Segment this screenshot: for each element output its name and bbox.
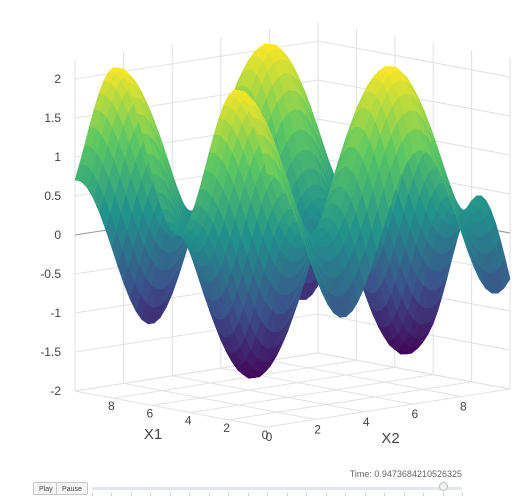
surface-cell [261,153,274,176]
time-readout: Time: 0.9473684210526325 [349,469,462,479]
slider-frame-tick [228,493,230,496]
x2-tick-label: 8 [460,400,467,414]
x1-floor-gridline [228,381,472,421]
x2-tick-label: 4 [363,415,370,429]
slider-frame-tick [345,493,347,496]
time-slider[interactable] [92,482,462,491]
slider-frame-tick [130,493,132,496]
slider-frame-tick [267,493,269,496]
x2-floor-gridline [123,382,316,420]
x2-floor-gridline [269,360,462,398]
z-tick-label: 0 [54,228,61,242]
slider-frame-ticks [92,493,463,498]
x2-floor-gridline [74,390,268,428]
slider-frame-tick [286,493,288,496]
x1-axis-title: X1 [144,426,162,443]
surface-plot[interactable]: -2 -1.5 -1 -0.5 0 0.5 1 1.5 2 0 2 4 6 8 0 2 4 6 8 X1 X2 [0,0,514,470]
slider-frame-tick [208,493,210,496]
x2-tick-label: 0 [266,430,273,444]
x1-floor-gridline [151,366,395,406]
animation-controls: Time: 0.9473684210526325 Play Pause [0,462,514,500]
slider-frame-tick [325,493,327,496]
x2-floor-gridline [172,375,365,413]
slider-frame-tick [442,493,444,496]
x1-floor-gridline [266,388,511,428]
x1-floor-gridline [74,352,319,392]
z-tick-label: -1 [50,306,61,320]
slider-frame-tick [247,493,249,496]
slider-frame-tick [306,493,308,496]
x2-tick-label: 2 [314,422,321,436]
z-tick-label: -2 [50,384,61,398]
z-tick-label: 1.5 [44,111,61,125]
x1-tick-label: 4 [185,414,192,428]
slider-frame-tick [92,493,93,496]
x1-floor-gridline [190,374,434,414]
slider-frame-tick [150,493,152,496]
slider-frame-tick [189,493,191,496]
x2-axis-title: X2 [381,430,399,447]
slider-frame-tick [111,493,113,496]
x2-floor-gridline [317,352,511,390]
tick-labels: -2 -1.5 -1 -0.5 0 0.5 1 1.5 2 0 2 4 6 8 0 2 4 6 8 [40,72,467,444]
x1-tick-label: 8 [108,399,115,413]
z-tick-label: -0.5 [40,267,61,281]
slider-handle[interactable] [438,482,448,491]
z-tick-label: 2 [54,72,61,86]
pause-button[interactable]: Pause [56,482,88,495]
x1-tick-label: 0 [262,428,269,442]
x1-floor-gridline [113,359,357,399]
slider-frame-tick [169,493,171,496]
z-tick-label: -1.5 [40,345,61,359]
play-button[interactable]: Play [33,482,59,495]
z-tick-label: 1 [54,150,61,164]
z-tick-label: 0.5 [44,189,61,203]
slider-frame-tick [462,493,463,496]
x2-tick-label: 6 [411,407,418,421]
slider-frame-tick [384,493,386,496]
x1-tick-label: 2 [223,421,230,435]
slider-frame-tick [364,493,366,496]
z-gridline [317,40,511,78]
slider-frame-tick [423,493,425,496]
x1-tick-label: 6 [146,406,153,420]
slider-frame-tick [403,493,405,496]
surface-mesh [74,43,511,379]
